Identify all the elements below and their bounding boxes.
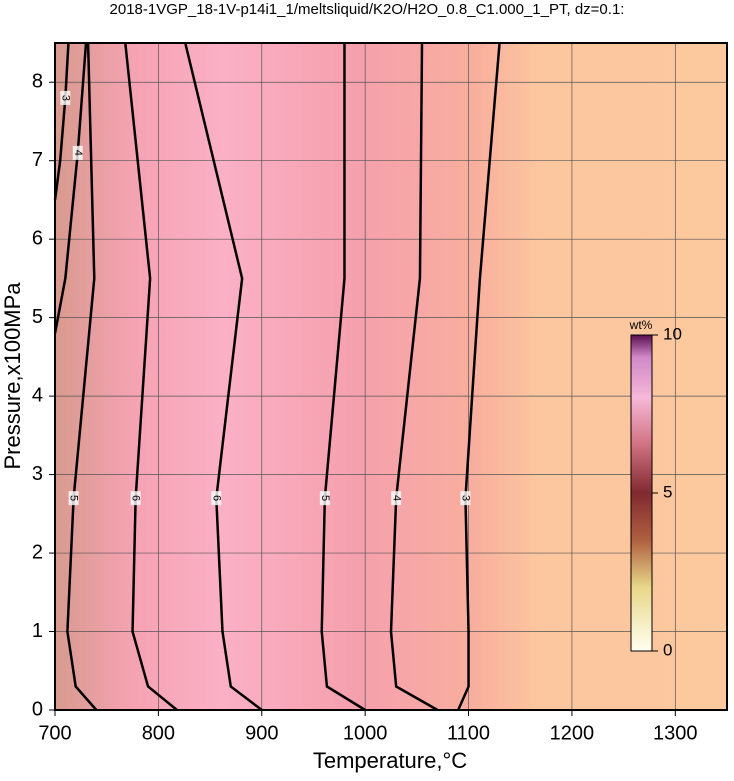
contour-label: 6 (130, 495, 142, 501)
contour-label: 4 (72, 150, 84, 156)
chart-title: 2018-1VGP_18-1V-p14i1_1/meltsliquid/K2O/… (110, 1, 625, 18)
y-tick-label: 8 (32, 71, 43, 93)
contour-label-bg (68, 491, 79, 506)
x-tick-label: 700 (38, 722, 71, 744)
y-tick-label: 5 (32, 306, 43, 328)
y-tick-label: 2 (32, 541, 43, 563)
contour-label-bg (211, 491, 222, 506)
contour-line (184, 42, 263, 711)
colorbar-tick-label: 10 (663, 324, 682, 343)
contour-label-bg (460, 491, 471, 506)
contour-label: 3 (59, 95, 71, 101)
y-tick-label: 0 (32, 698, 43, 720)
plot-frame (54, 42, 728, 711)
contour-line (320, 43, 366, 712)
contour-line (53, 42, 70, 201)
contour-label-bg (130, 491, 141, 506)
contour-label-bg (391, 491, 402, 506)
x-tick-label: 1000 (343, 722, 388, 744)
x-axis-label: Temperature,°C (313, 748, 467, 773)
contour-label: 6 (210, 495, 222, 501)
contour-line (53, 42, 88, 334)
colorbar-tick-label: 0 (663, 640, 672, 659)
contour-line (389, 42, 439, 712)
contour-line (124, 42, 178, 711)
x-tick-label: 1300 (653, 722, 698, 744)
colorbar-tick-label: 5 (663, 482, 672, 501)
contour-line (457, 42, 501, 711)
contour-label: 5 (319, 495, 331, 501)
y-tick-label: 4 (32, 384, 43, 406)
y-tick-label: 6 (32, 227, 43, 249)
contour-line (66, 42, 98, 711)
y-tick-label: 3 (32, 463, 43, 485)
contour-label-bg (60, 90, 71, 105)
contour-label-bg (319, 491, 330, 506)
contour-label: 4 (390, 495, 402, 501)
y-axis-label: Pressure,x100MPa (0, 282, 25, 470)
contour-label-bg (72, 145, 83, 160)
y-tick-label: 7 (32, 149, 43, 171)
contour-label: 3 (460, 495, 472, 501)
contour-label: 5 (68, 495, 80, 501)
x-tick-label: 1100 (447, 722, 490, 744)
colorbar (630, 334, 653, 652)
plot-background (55, 43, 727, 710)
x-tick-label: 900 (245, 722, 278, 744)
x-tick-label: 1200 (550, 722, 595, 744)
contours: 3 4 5 6 6 5 4 3 (53, 42, 501, 712)
colorbar-label: wt% (629, 318, 653, 332)
x-tick-label: 800 (142, 722, 175, 744)
y-tick-label: 1 (32, 620, 43, 642)
